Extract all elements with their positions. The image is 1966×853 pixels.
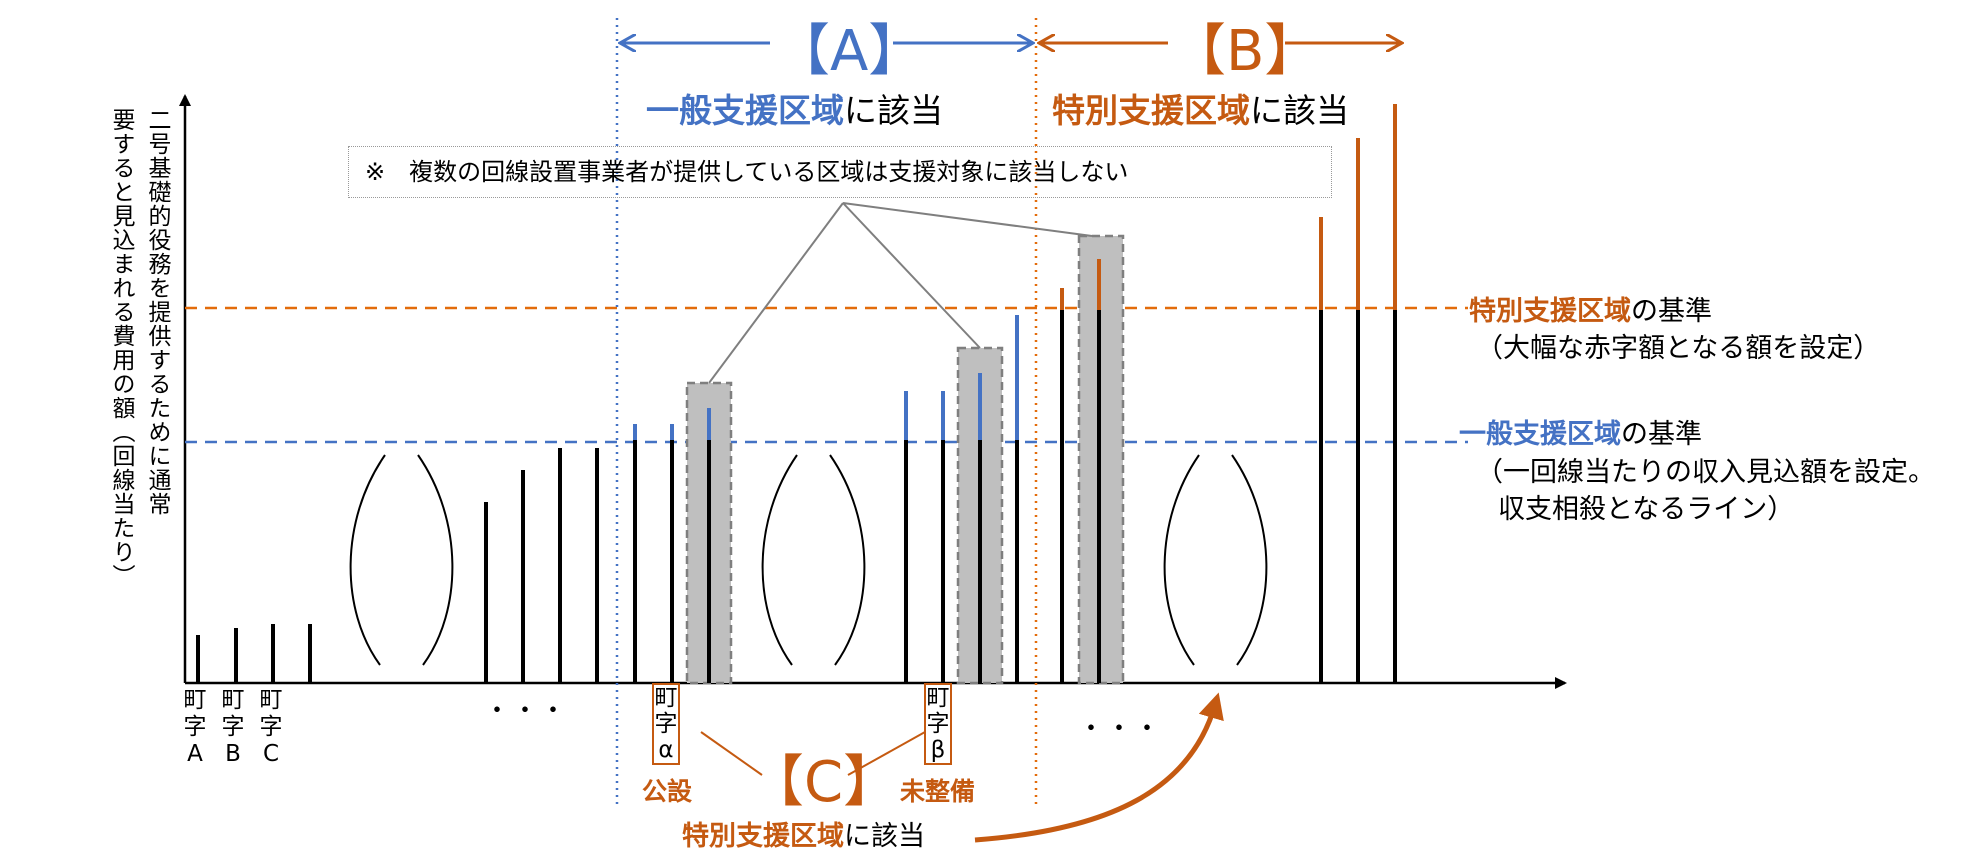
section-c-bracket: 【C】	[748, 750, 900, 815]
y-axis-label-col2: 要すると見込まれる費用の額（回線当たり）	[108, 108, 134, 588]
section-b-label: 特別支援区域に該当	[1052, 91, 1349, 130]
general-threshold-desc-2: 収支相殺となるライン）	[1498, 494, 1795, 525]
general-threshold-title: 一般支援区域の基準	[1459, 419, 1702, 450]
special-threshold-title: 特別支援区域の基準	[1469, 296, 1712, 327]
y-axis-label-col1: 二号基礎的役務を提供するために通常	[144, 108, 170, 516]
special-threshold-desc: （大幅な赤字額となる額を設定）	[1476, 333, 1881, 364]
section-a-bracket: 【A】	[774, 19, 925, 84]
general-threshold-desc-1: （一回線当たりの収入見込額を設定。	[1476, 457, 1935, 488]
curved-arrow	[974, 692, 1224, 843]
section-c-label: 特別支援区域に該当	[682, 821, 925, 852]
bars	[196, 104, 1397, 683]
ellipsis-1: ・・・	[484, 696, 569, 726]
section-b-bracket: 【B】	[1170, 19, 1321, 84]
break-markers	[349, 454, 1268, 666]
note-box: ※ 複数の回線設置事業者が提供している区域は支援対象に該当しない	[348, 146, 1332, 198]
section-a-label: 一般支援区域に該当	[646, 91, 943, 130]
case-label-undeveloped: 未整備	[900, 777, 976, 806]
case-label-public: 公設	[642, 777, 693, 806]
note-callout-lines	[708, 202, 1093, 384]
section-c-connectors	[700, 731, 926, 776]
ellipsis-2: ・・・	[1078, 714, 1163, 744]
